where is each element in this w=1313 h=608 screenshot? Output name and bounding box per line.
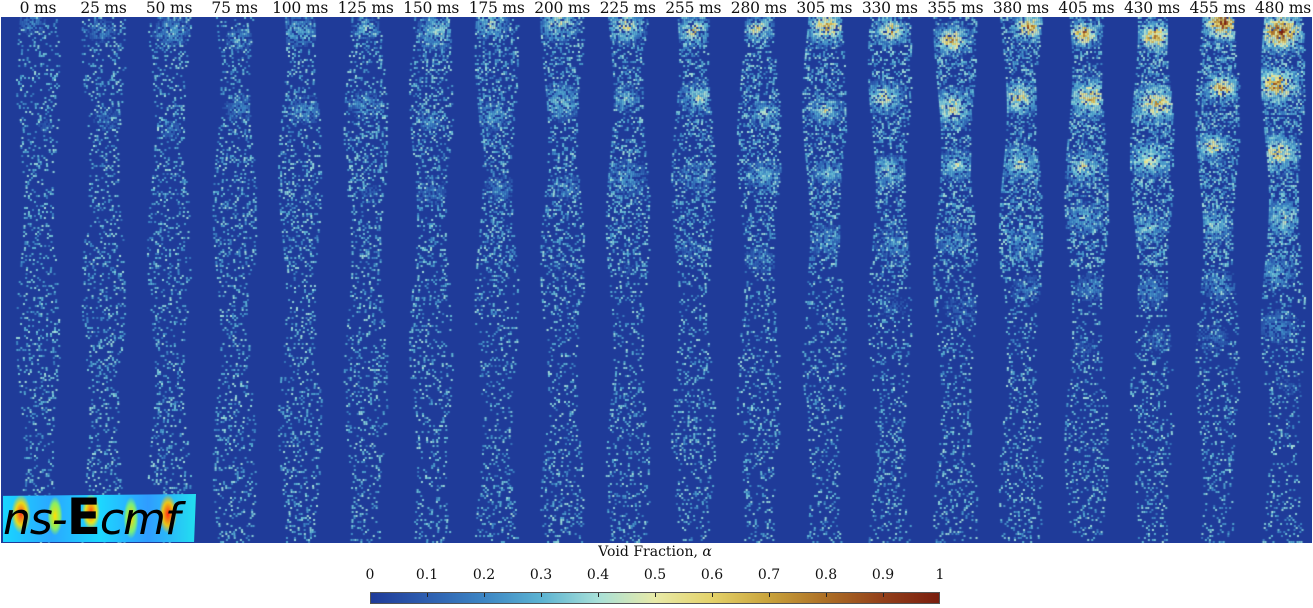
time-label: 380 ms: [992, 0, 1049, 17]
logo-prefix: ns-: [3, 494, 68, 542]
colorbar-tick-label: 0.8: [814, 567, 838, 583]
ns-ecmf-logo: ns-Ecmf: [3, 494, 196, 542]
colorbar-tick: [598, 593, 599, 597]
simulation-snapshots-panel: [1, 17, 1312, 543]
time-label: 200 ms: [534, 0, 591, 17]
time-label: 430 ms: [1123, 0, 1180, 17]
time-label: 405 ms: [1058, 0, 1115, 17]
time-label: 25 ms: [80, 0, 127, 17]
colorbar-tick-label: 0.1: [415, 567, 439, 583]
logo-emphasis: E: [66, 494, 101, 542]
colorbar-tick-label: 0.2: [472, 567, 496, 583]
time-label: 455 ms: [1189, 0, 1246, 17]
colorbar-tick: [883, 593, 884, 597]
colorbar: [370, 592, 940, 604]
colorbar-tick: [769, 593, 770, 597]
time-label: 280 ms: [730, 0, 787, 17]
colorbar-tick: [484, 593, 485, 597]
time-label: 150 ms: [403, 0, 460, 17]
colorbar-tick: [541, 593, 542, 597]
colorbar-tick: [826, 593, 827, 597]
void-fraction-heatmap: [1, 17, 1312, 543]
colorbar-tick-label: 0: [365, 567, 375, 583]
colorbar-tick: [712, 593, 713, 597]
time-label: 255 ms: [665, 0, 722, 17]
time-label: 355 ms: [927, 0, 984, 17]
time-label: 175 ms: [468, 0, 525, 17]
colorbar-tick: [655, 593, 656, 597]
colorbar-tick-label: 0.4: [586, 567, 610, 583]
time-label: 100 ms: [272, 0, 329, 17]
colorbar-tick-label: 0.5: [643, 567, 667, 583]
colorbar-tick: [427, 593, 428, 597]
time-label: 0 ms: [19, 0, 57, 17]
time-label: 305 ms: [796, 0, 853, 17]
colorbar-tick-label: 0.7: [757, 567, 781, 583]
colorbar-tick-label: 0.6: [700, 567, 724, 583]
alpha-symbol: α: [702, 544, 712, 560]
time-label: 480 ms: [1255, 0, 1311, 17]
colorbar-tick-label: 0.9: [871, 567, 895, 583]
logo-text: ns-Ecmf: [3, 494, 181, 542]
colorbar-title-text: Void Fraction,: [598, 544, 703, 560]
colorbar-tick-label: 1: [935, 567, 945, 583]
colorbar-title: Void Fraction, α: [598, 543, 712, 561]
time-label: 75 ms: [211, 0, 258, 17]
colorbar-tick-label: 0.3: [529, 567, 553, 583]
time-label: 225 ms: [599, 0, 656, 17]
time-label: 50 ms: [145, 0, 193, 17]
colorbar-tick-labels: 0 0.1 0.2 0.3 0.4 0.5 0.6 0.7 0.8 0.9 1: [366, 566, 945, 584]
time-labels-row: 0 ms 25 ms 50 ms 75 ms 100 ms 125 ms 150 ms 175…: [0, 0, 1313, 17]
time-label: 330 ms: [861, 0, 918, 17]
time-label: 125 ms: [337, 0, 394, 17]
logo-suffix: cmf: [99, 494, 181, 542]
